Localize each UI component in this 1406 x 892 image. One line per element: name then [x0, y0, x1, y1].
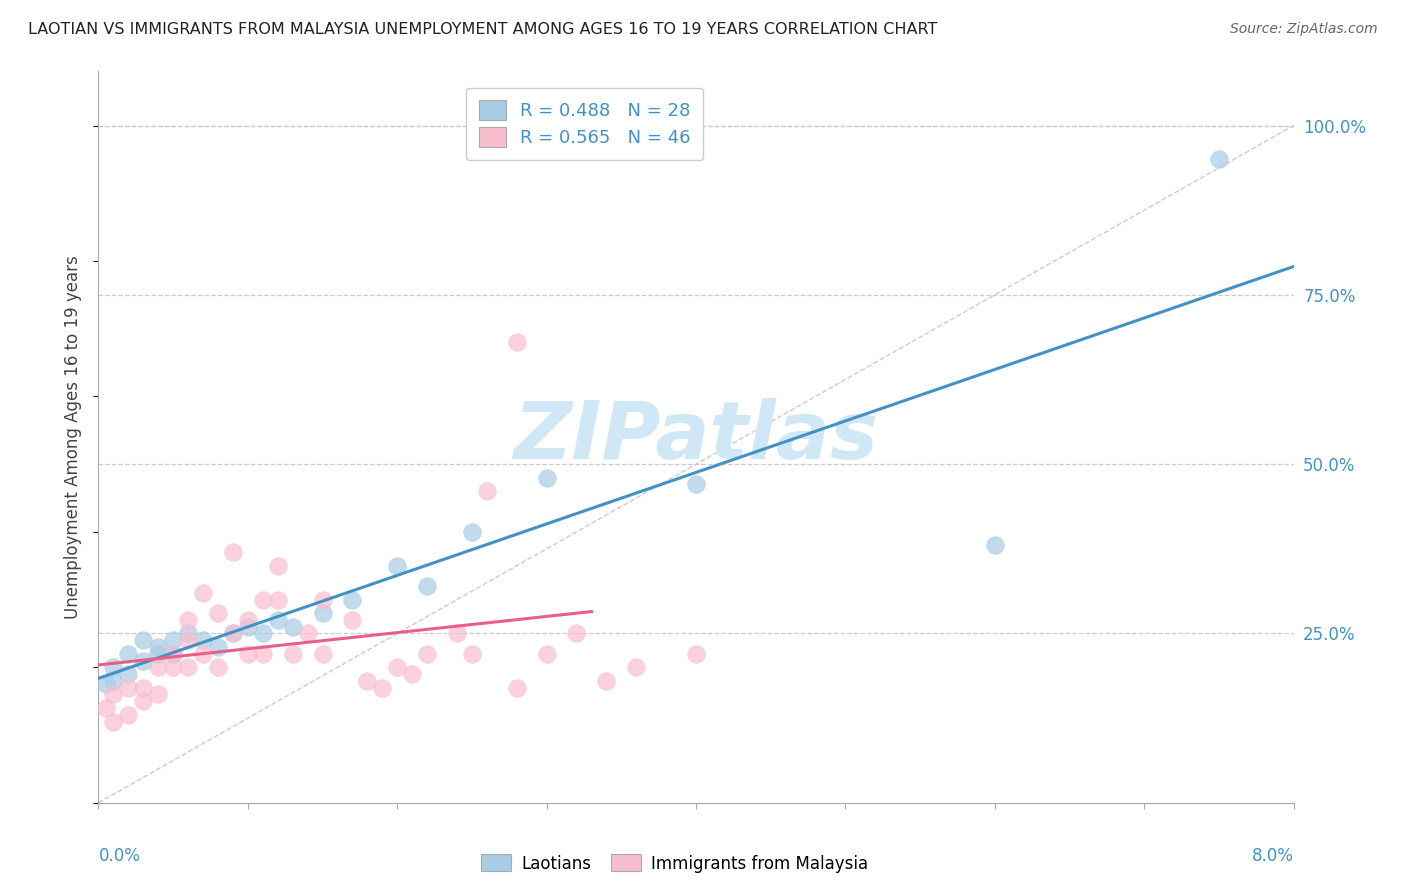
Point: [252, 592, 274, 607]
Point: [117, 681, 139, 695]
Point: [281, 647, 304, 661]
Point: [536, 647, 558, 661]
Point: [536, 471, 558, 485]
Point: [191, 633, 214, 648]
Point: [148, 660, 170, 674]
Point: [177, 633, 200, 648]
Point: [117, 647, 139, 661]
Point: [103, 673, 125, 688]
Point: [162, 647, 184, 661]
Point: [236, 620, 259, 634]
Point: [267, 613, 290, 627]
Point: [401, 667, 423, 681]
Point: [506, 681, 529, 695]
Point: [177, 626, 200, 640]
Point: [685, 477, 707, 491]
Point: [416, 579, 439, 593]
Point: [342, 592, 364, 607]
Point: [162, 633, 184, 648]
Point: [94, 701, 117, 715]
Point: [461, 524, 484, 539]
Point: [311, 606, 333, 620]
Point: [132, 681, 155, 695]
Point: [117, 667, 139, 681]
Point: [342, 613, 364, 627]
Point: [356, 673, 378, 688]
Point: [506, 335, 529, 350]
Point: [371, 681, 394, 695]
Point: [207, 660, 229, 674]
Point: [311, 592, 333, 607]
Legend: R = 0.488   N = 28, R = 0.565   N = 46: R = 0.488 N = 28, R = 0.565 N = 46: [465, 87, 703, 160]
Point: [222, 545, 245, 559]
Point: [565, 626, 588, 640]
Point: [177, 660, 200, 674]
Point: [191, 647, 214, 661]
Point: [162, 660, 184, 674]
Point: [624, 660, 647, 674]
Point: [191, 586, 214, 600]
Point: [103, 714, 125, 729]
Text: 8.0%: 8.0%: [1251, 847, 1294, 864]
Text: Source: ZipAtlas.com: Source: ZipAtlas.com: [1230, 22, 1378, 37]
Point: [385, 558, 409, 573]
Point: [132, 654, 155, 668]
Point: [252, 647, 274, 661]
Y-axis label: Unemployment Among Ages 16 to 19 years: Unemployment Among Ages 16 to 19 years: [65, 255, 83, 619]
Point: [236, 647, 259, 661]
Point: [222, 626, 245, 640]
Point: [162, 647, 184, 661]
Point: [132, 633, 155, 648]
Point: [297, 626, 319, 640]
Point: [267, 558, 290, 573]
Point: [461, 647, 484, 661]
Point: [117, 707, 139, 722]
Legend: Laotians, Immigrants from Malaysia: Laotians, Immigrants from Malaysia: [475, 847, 875, 880]
Point: [385, 660, 409, 674]
Point: [207, 606, 229, 620]
Point: [236, 613, 259, 627]
Point: [416, 647, 439, 661]
Point: [103, 688, 125, 702]
Point: [132, 694, 155, 708]
Point: [252, 626, 274, 640]
Point: [267, 592, 290, 607]
Point: [222, 626, 245, 640]
Point: [475, 484, 498, 499]
Text: 0.0%: 0.0%: [98, 847, 141, 864]
Point: [177, 613, 200, 627]
Text: ZIPatlas: ZIPatlas: [513, 398, 879, 476]
Point: [595, 673, 617, 688]
Point: [281, 620, 304, 634]
Point: [207, 640, 229, 654]
Point: [446, 626, 468, 640]
Point: [148, 647, 170, 661]
Point: [311, 647, 333, 661]
Point: [1208, 153, 1230, 167]
Point: [685, 647, 707, 661]
Point: [148, 688, 170, 702]
Point: [103, 660, 125, 674]
Point: [983, 538, 1005, 552]
Point: [94, 677, 117, 691]
Text: LAOTIAN VS IMMIGRANTS FROM MALAYSIA UNEMPLOYMENT AMONG AGES 16 TO 19 YEARS CORRE: LAOTIAN VS IMMIGRANTS FROM MALAYSIA UNEM…: [28, 22, 938, 37]
Point: [148, 640, 170, 654]
